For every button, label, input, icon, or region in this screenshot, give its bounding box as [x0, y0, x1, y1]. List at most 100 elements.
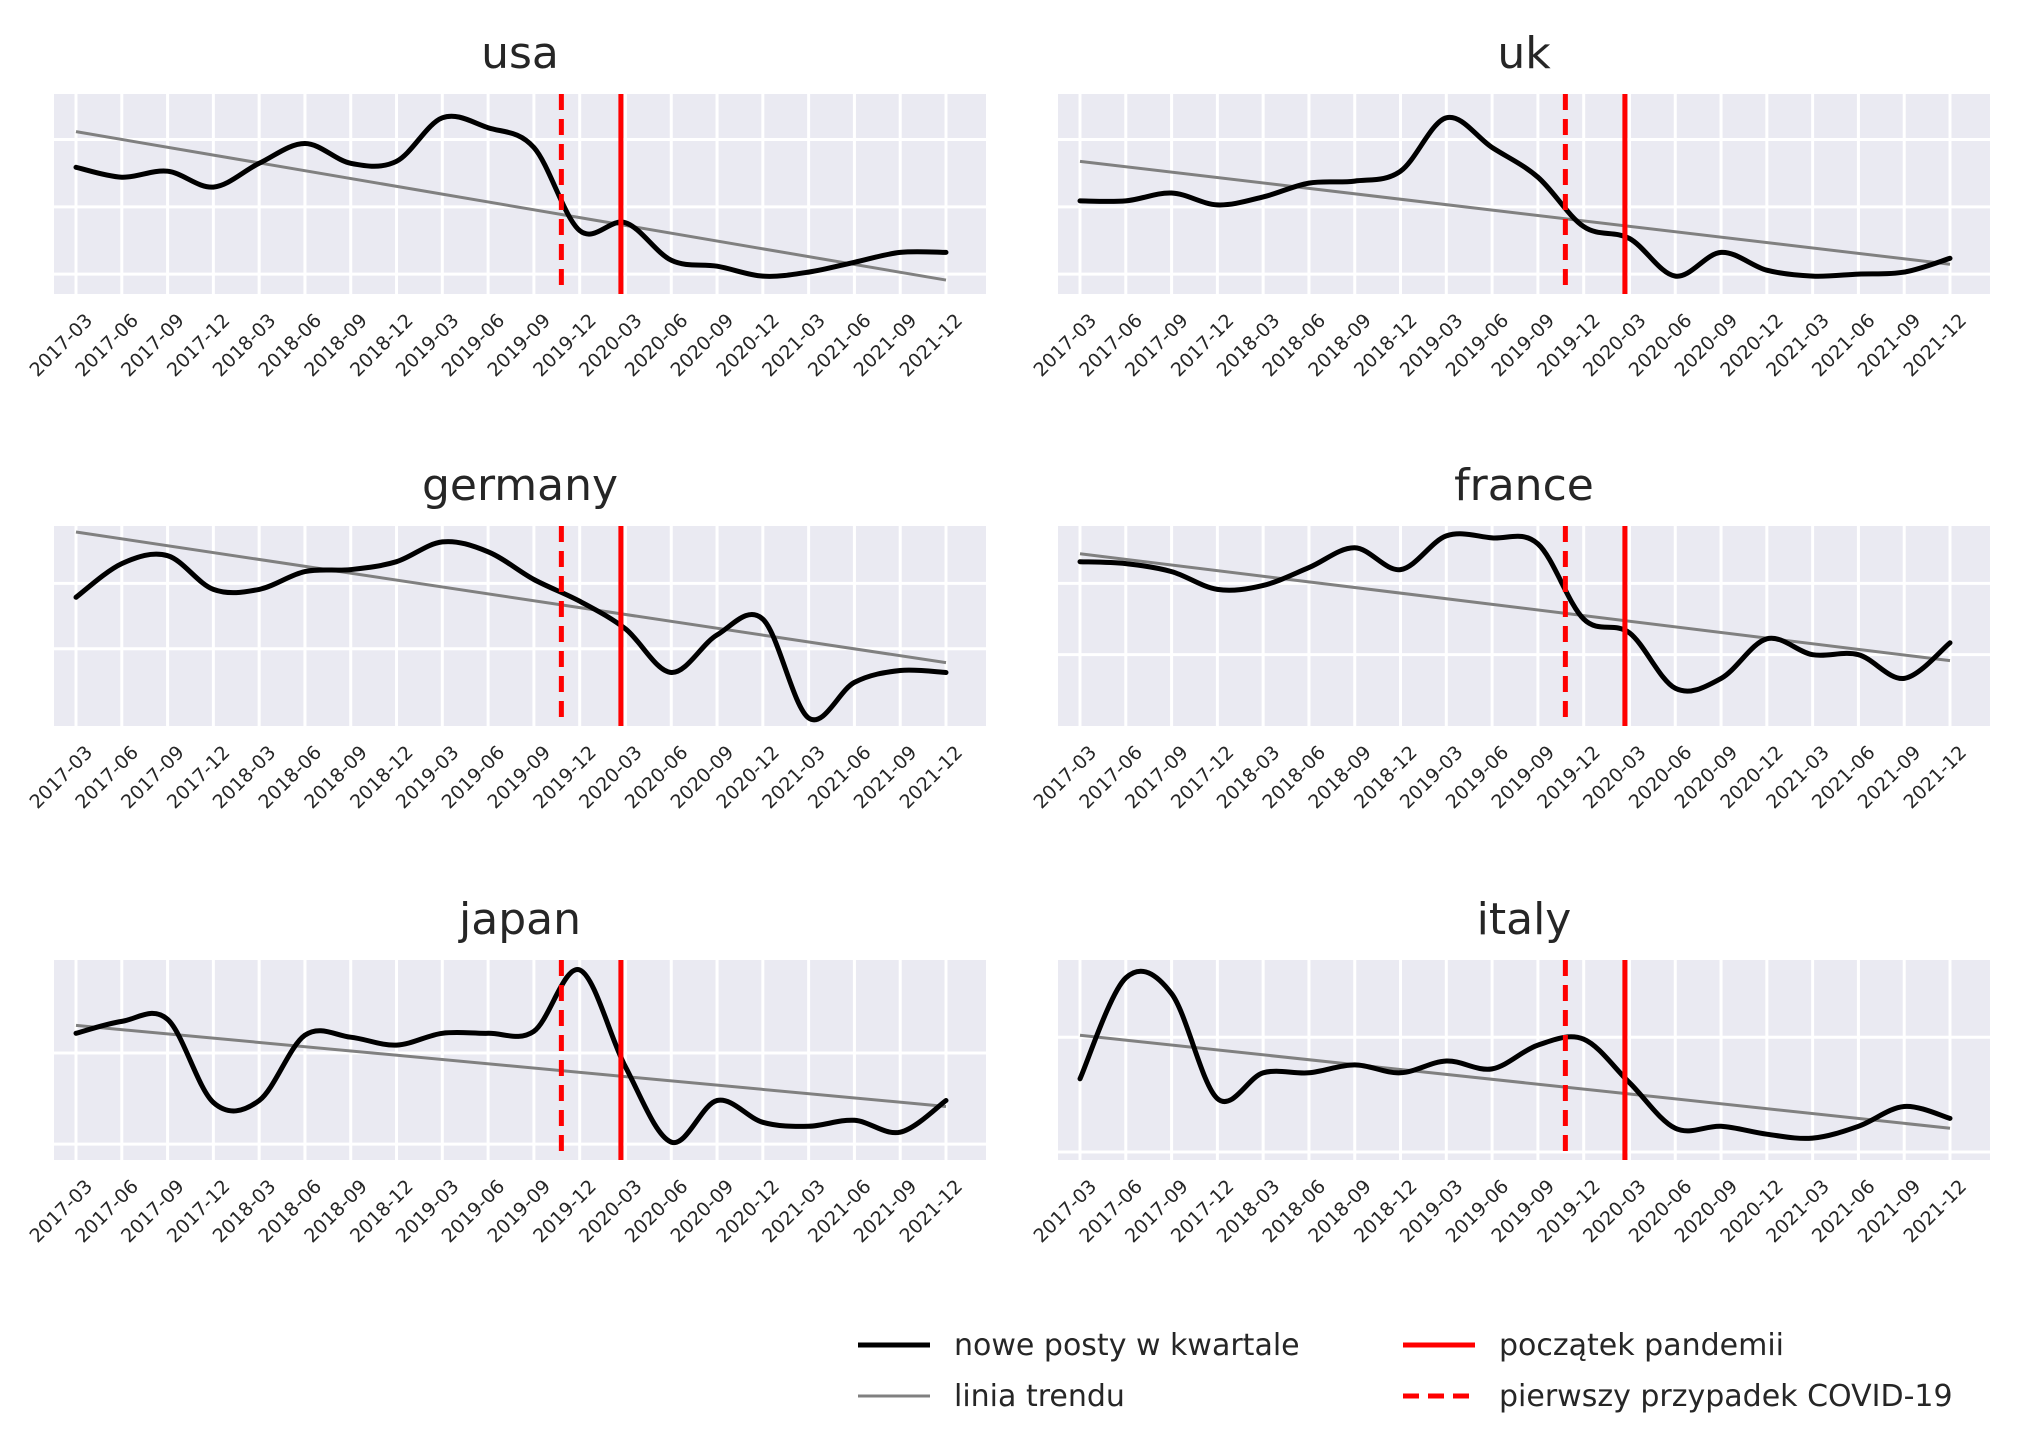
data-point	[74, 1031, 78, 1035]
data-point	[1215, 203, 1219, 207]
legend: nowe posty w kwartale początek pandemii li…	[858, 1328, 1953, 1414]
data-point	[1078, 1077, 1082, 1081]
plot-background	[1058, 526, 1990, 726]
series-line-new-posts	[1077, 531, 1953, 694]
data-point	[532, 145, 536, 149]
data-point	[74, 595, 78, 599]
plot-background	[1058, 960, 1990, 1160]
trend-line	[75, 1023, 947, 1108]
data-point	[1948, 641, 1952, 645]
legend-label: linia trendu	[954, 1379, 1125, 1414]
data-point	[1856, 272, 1860, 276]
panel-germany: germany2017-032017-062017-092017-122018-…	[25, 460, 986, 813]
data-point	[1215, 587, 1219, 591]
series-line-new-posts	[73, 967, 949, 1145]
data-point	[1170, 191, 1174, 195]
data-point	[120, 1019, 124, 1023]
data-point	[715, 1099, 719, 1103]
data-point	[1215, 1097, 1219, 1101]
data-point	[1078, 560, 1082, 564]
data-point	[1902, 1104, 1906, 1108]
data-point	[1765, 268, 1769, 272]
data-point	[898, 1130, 902, 1134]
panel-title: uk	[1497, 28, 1551, 79]
data-point	[852, 680, 856, 684]
data-point	[1170, 992, 1174, 996]
plot-background	[54, 960, 986, 1160]
data-point	[578, 599, 582, 603]
data-point	[807, 716, 811, 720]
data-point	[486, 1031, 490, 1035]
panel-japan: japan2017-032017-062017-092017-122018-03…	[25, 894, 986, 1247]
data-point	[1536, 175, 1540, 179]
series-line-new-posts	[1077, 968, 1953, 1141]
data-point	[1307, 566, 1311, 570]
data-point	[1948, 256, 1952, 260]
data-point	[1627, 1081, 1631, 1085]
data-point	[1582, 617, 1586, 621]
series-line-new-posts	[1077, 115, 1953, 279]
data-point	[166, 554, 170, 558]
data-point	[1719, 1124, 1723, 1128]
panel-usa: usa2017-032017-062017-092017-122018-0320…	[25, 28, 986, 381]
trend-line	[75, 530, 947, 665]
data-point	[303, 570, 307, 574]
panel-title: germany	[422, 460, 618, 511]
data-point	[1490, 536, 1494, 540]
data-point	[578, 229, 582, 233]
data-point	[1399, 1071, 1403, 1075]
data-point	[623, 1065, 627, 1069]
data-point	[257, 587, 261, 591]
legend-label: początek pandemii	[1499, 1328, 1784, 1363]
data-point	[211, 185, 215, 189]
data-point	[1124, 976, 1128, 980]
data-point	[1627, 237, 1631, 241]
data-point	[1261, 583, 1265, 587]
data-point	[120, 175, 124, 179]
data-point	[1948, 1116, 1952, 1120]
data-point	[303, 142, 307, 146]
data-point	[807, 270, 811, 274]
data-point	[578, 968, 582, 972]
data-point	[1444, 1059, 1448, 1063]
data-point	[1811, 1136, 1815, 1140]
data-point	[715, 633, 719, 637]
data-point	[761, 617, 765, 621]
data-point	[1582, 1037, 1586, 1041]
plot-background	[54, 526, 986, 726]
panel-title: usa	[481, 28, 559, 79]
panel-title: italy	[1477, 894, 1572, 945]
trend-line	[75, 130, 947, 282]
data-point	[852, 260, 856, 264]
data-point	[349, 161, 353, 165]
data-point	[1078, 199, 1082, 203]
data-point	[1902, 270, 1906, 274]
series-line-new-posts	[73, 113, 949, 279]
data-point	[1490, 1067, 1494, 1071]
data-point	[1353, 1063, 1357, 1067]
data-point	[944, 250, 948, 254]
legend-label: nowe posty w kwartale	[954, 1328, 1300, 1363]
data-point	[623, 627, 627, 631]
data-point	[1353, 179, 1357, 183]
data-point	[669, 1140, 673, 1144]
data-point	[1261, 195, 1265, 199]
data-point	[303, 1033, 307, 1037]
data-point	[257, 1099, 261, 1103]
data-point	[852, 1118, 856, 1122]
data-point	[1582, 225, 1586, 229]
trend-line	[1079, 552, 1951, 663]
data-point	[395, 1043, 399, 1047]
data-point	[1765, 637, 1769, 641]
data-point	[1811, 274, 1815, 278]
data-point	[166, 169, 170, 173]
data-point	[211, 1101, 215, 1105]
data-point	[349, 1035, 353, 1039]
data-point	[1307, 181, 1311, 185]
data-point	[1627, 631, 1631, 635]
data-point	[944, 1099, 948, 1103]
data-point	[1399, 568, 1403, 572]
data-point	[211, 587, 215, 591]
data-point	[486, 126, 490, 130]
data-point	[1673, 1126, 1677, 1130]
